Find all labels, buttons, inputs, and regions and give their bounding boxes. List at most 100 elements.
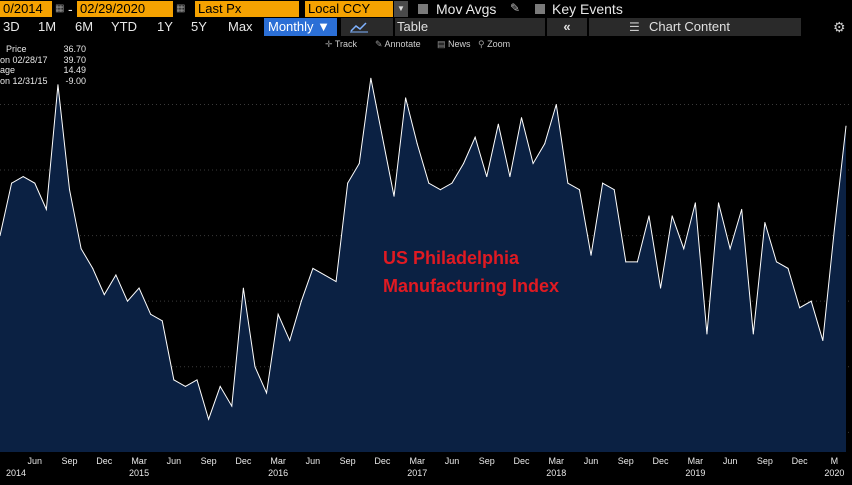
annotate-tool[interactable]: ✎ Annotate xyxy=(375,37,421,51)
x-tick-label: Jun xyxy=(27,456,43,466)
x-year-label: 2014 xyxy=(5,468,27,478)
x-tick-label: Dec xyxy=(791,456,808,466)
legend-value: 14.49 xyxy=(63,65,86,75)
data-point xyxy=(451,182,453,184)
currency-selector[interactable]: Local CCY xyxy=(305,1,393,17)
data-point xyxy=(34,182,36,184)
x-year-label: 2017 xyxy=(407,468,428,478)
data-point xyxy=(613,189,615,191)
key-events-checkbox[interactable] xyxy=(535,4,545,14)
zoom-tool[interactable]: ⚲ Zoom xyxy=(478,37,510,51)
track-tool[interactable]: ✛ Track xyxy=(325,37,357,51)
data-point xyxy=(103,294,105,296)
toolbar-spacer: ⚙ xyxy=(803,18,852,36)
data-point xyxy=(115,274,117,276)
settings-icon[interactable]: ⚙ xyxy=(833,19,846,35)
data-point xyxy=(660,287,662,289)
top-toolbar: 0/2014 ▦ - 02/29/2020 ▦ Last Px Local CC… xyxy=(0,0,852,18)
sliders-icon: ☰ xyxy=(629,20,640,34)
data-point xyxy=(671,215,673,217)
data-point xyxy=(184,385,186,387)
data-point xyxy=(718,202,720,204)
chevron-down-icon[interactable]: ▼ xyxy=(394,1,408,17)
chart-tools: ✛ Track ✎ Annotate ▤ News ⚲ Zoom xyxy=(325,37,525,51)
double-chevron-left-icon[interactable]: « xyxy=(547,18,587,36)
period-button-ytd[interactable]: YTD xyxy=(111,19,137,34)
series-area xyxy=(0,78,846,453)
x-tick-label: M xyxy=(830,456,839,466)
legend-value: 36.70 xyxy=(63,44,86,54)
data-point xyxy=(799,307,801,309)
data-point xyxy=(57,84,59,86)
data-point xyxy=(741,208,743,210)
news-tool[interactable]: ▤ News xyxy=(437,37,471,51)
x-year-label: 2019 xyxy=(685,468,706,478)
legend-label: on 02/28/17 xyxy=(0,54,48,65)
calendar-icon[interactable]: ▦ xyxy=(55,3,65,14)
field-selector[interactable]: Last Px xyxy=(195,1,299,17)
data-point xyxy=(323,274,325,276)
data-point xyxy=(370,77,372,79)
data-point xyxy=(381,136,383,138)
data-point xyxy=(161,320,163,322)
x-tick-label: Sep xyxy=(756,456,773,466)
chart-content-button[interactable]: ☰ Chart Content xyxy=(589,18,801,36)
data-point xyxy=(810,300,812,302)
period-button-6m[interactable]: 6M xyxy=(75,19,94,34)
x-year-label: 2018 xyxy=(546,468,567,478)
x-tick-label: Mar xyxy=(131,456,147,466)
period-button-1m[interactable]: 1M xyxy=(38,19,57,34)
x-year-label: 2015 xyxy=(129,468,150,478)
x-tick-label: Dec xyxy=(652,456,669,466)
data-point xyxy=(845,125,847,127)
x-tick-label: Mar xyxy=(409,456,425,466)
start-date-field[interactable]: 0/2014 xyxy=(0,1,52,17)
annotation-line-2: Manufacturing Index xyxy=(383,276,560,296)
data-point xyxy=(439,189,441,191)
zoom-label: Zoom xyxy=(487,39,511,49)
period-button-3d[interactable]: 3D xyxy=(3,19,20,34)
table-button[interactable]: Table xyxy=(395,18,545,36)
data-point xyxy=(555,103,557,105)
data-point xyxy=(45,208,47,210)
data-point xyxy=(300,300,302,302)
series-line xyxy=(0,78,847,421)
data-point xyxy=(138,287,140,289)
legend-label: age xyxy=(0,65,16,75)
data-point xyxy=(416,143,418,145)
data-point xyxy=(521,117,523,119)
period-button-5y[interactable]: 5Y xyxy=(191,19,207,34)
data-point xyxy=(22,176,24,178)
data-point xyxy=(764,221,766,223)
pencil-icon: ✎ xyxy=(375,39,385,49)
data-point xyxy=(636,261,638,263)
x-tick-label: Sep xyxy=(339,456,356,466)
data-point xyxy=(694,202,696,204)
x-tick-label: Mar xyxy=(687,456,704,466)
calendar-icon[interactable]: ▦ xyxy=(176,3,186,14)
data-point xyxy=(706,333,708,335)
data-point xyxy=(625,261,627,263)
legend-value: 39.70 xyxy=(63,54,86,65)
frequency-dropdown[interactable]: Monthly ▼ xyxy=(264,18,337,36)
end-date-field[interactable]: 02/29/2020 xyxy=(77,1,173,17)
x-tick-label: Jun xyxy=(444,456,460,466)
line-chart-icon[interactable] xyxy=(341,18,393,36)
period-button-max[interactable]: Max xyxy=(228,19,253,34)
period-button-1y[interactable]: 1Y xyxy=(157,19,173,34)
legend-label: Price xyxy=(6,44,27,54)
data-point xyxy=(752,333,754,335)
x-tick-label: Dec xyxy=(513,456,530,466)
data-point xyxy=(242,287,244,289)
mov-avgs-checkbox[interactable] xyxy=(418,4,428,14)
newspaper-icon: ▤ xyxy=(437,39,449,49)
data-point xyxy=(80,248,82,250)
data-point xyxy=(393,195,395,197)
data-point xyxy=(92,267,94,269)
data-point xyxy=(254,366,256,368)
x-tick-label: Jun xyxy=(583,456,599,466)
legend-row: Price 36.70 xyxy=(0,44,90,55)
data-point xyxy=(312,267,314,269)
pencil-icon[interactable]: ✎ xyxy=(510,1,521,15)
